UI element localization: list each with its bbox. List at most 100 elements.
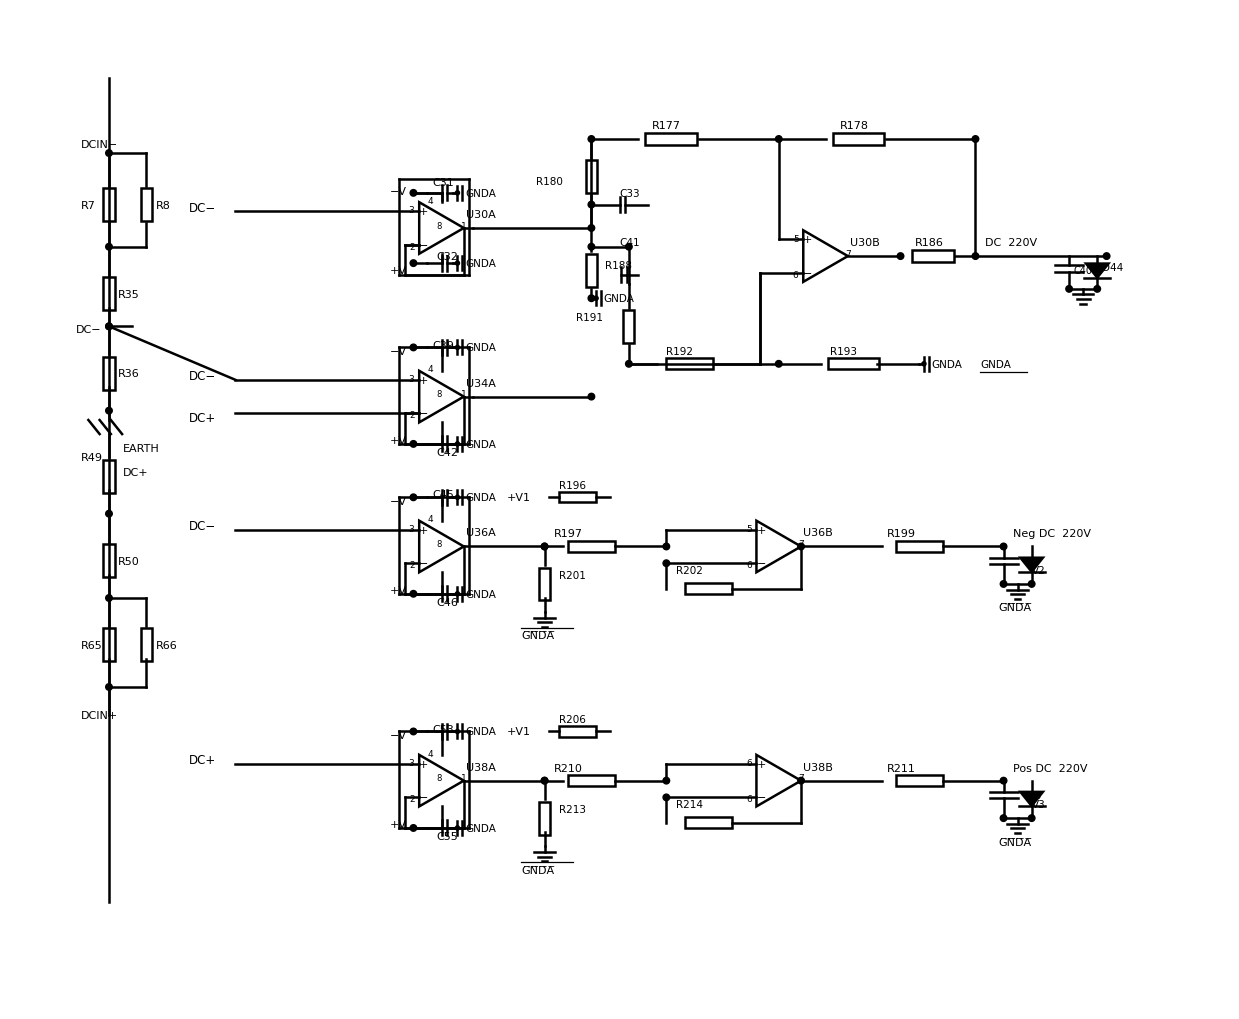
Circle shape [1000, 544, 1007, 550]
Text: U30B: U30B [850, 237, 880, 248]
Circle shape [410, 729, 416, 735]
Text: 6: 6 [746, 795, 752, 803]
Text: 8: 8 [437, 773, 442, 783]
Text: 1: 1 [461, 221, 467, 230]
Text: 6: 6 [746, 560, 752, 570]
Text: 5: 5 [793, 234, 799, 244]
Text: C45: C45 [432, 490, 453, 500]
Circle shape [776, 137, 782, 143]
Text: 2: 2 [409, 560, 415, 570]
Text: GNDA: GNDA [465, 189, 496, 199]
Text: C46: C46 [437, 597, 458, 607]
Text: U38A: U38A [466, 762, 496, 771]
Text: −: − [803, 269, 813, 278]
Text: 6: 6 [793, 270, 799, 279]
Text: R66: R66 [156, 640, 177, 650]
Text: R197: R197 [554, 529, 582, 539]
Text: +V: +V [390, 436, 406, 445]
Circle shape [1000, 815, 1007, 821]
Text: −: − [419, 793, 429, 803]
Bar [646, 135, 696, 146]
Circle shape [456, 826, 460, 830]
Text: GNDA: GNDA [603, 293, 634, 304]
Bar [828, 359, 880, 370]
Text: R35: R35 [119, 289, 140, 300]
Text: +: + [757, 759, 766, 769]
Circle shape [589, 225, 595, 232]
Text: 1: 1 [461, 773, 467, 783]
Bar [685, 817, 732, 828]
Text: GNDA: GNDA [465, 343, 496, 353]
Circle shape [1094, 286, 1100, 292]
Bar [586, 161, 597, 194]
Text: G̅N̅D̅A̅: G̅N̅D̅A̅ [999, 603, 1032, 612]
Text: DC−: DC− [188, 520, 216, 533]
Text: R199: R199 [886, 529, 916, 539]
Text: R202: R202 [675, 566, 703, 576]
Bar [559, 727, 596, 737]
Circle shape [541, 777, 548, 785]
Text: GNDA: GNDA [932, 360, 963, 370]
Text: U34A: U34A [466, 378, 496, 388]
Circle shape [541, 544, 548, 550]
Text: R8: R8 [156, 201, 171, 210]
Circle shape [105, 324, 113, 330]
Text: 7: 7 [798, 773, 804, 783]
Text: R186: R186 [914, 237, 943, 248]
Text: DC−: DC− [188, 370, 216, 383]
Text: DC−: DC− [76, 325, 102, 335]
Text: 3: 3 [409, 206, 415, 215]
Circle shape [973, 254, 979, 260]
Text: 3: 3 [409, 525, 415, 533]
Text: −V: −V [390, 496, 406, 506]
Text: Neg DC  220V: Neg DC 220V [1014, 529, 1090, 539]
Text: R178: R178 [840, 121, 869, 130]
Text: 4: 4 [427, 197, 434, 206]
Text: C47: C47 [1022, 556, 1042, 566]
Bar [567, 541, 615, 552]
Text: V2: V2 [1032, 566, 1046, 576]
Circle shape [663, 560, 669, 567]
Circle shape [456, 592, 460, 596]
Text: +: + [419, 207, 429, 217]
Text: U30A: U30A [466, 210, 496, 220]
Circle shape [410, 441, 416, 447]
Text: Pos DC  220V: Pos DC 220V [1014, 763, 1088, 772]
Circle shape [663, 795, 669, 801]
Text: 3: 3 [409, 758, 415, 767]
Text: R191: R191 [576, 313, 602, 323]
Text: R7: R7 [81, 201, 95, 210]
Circle shape [897, 254, 903, 260]
Circle shape [105, 324, 113, 330]
Text: C32: C32 [437, 252, 458, 261]
Text: 2: 2 [409, 411, 415, 420]
Bar [103, 629, 114, 661]
Bar [539, 568, 550, 601]
Text: 5: 5 [746, 525, 752, 533]
Text: C53: C53 [432, 723, 453, 734]
Text: GNDA: GNDA [465, 493, 496, 502]
Circle shape [1000, 777, 1007, 785]
Circle shape [105, 151, 113, 157]
Bar [912, 252, 954, 263]
Bar [103, 544, 114, 578]
Circle shape [105, 511, 113, 518]
Bar [103, 358, 114, 390]
Text: C56: C56 [1022, 790, 1042, 800]
Circle shape [663, 544, 669, 550]
Text: GNDA: GNDA [465, 823, 496, 834]
Circle shape [456, 496, 460, 500]
Circle shape [541, 777, 548, 785]
Circle shape [593, 297, 598, 301]
Text: +V1: +V1 [507, 493, 532, 502]
Text: R206: R206 [559, 714, 586, 725]
Text: GNDA: GNDA [465, 727, 496, 737]
Text: R213: R213 [559, 804, 586, 814]
Text: R49: R49 [81, 453, 103, 463]
Bar [559, 492, 596, 503]
Text: R36: R36 [119, 369, 140, 379]
Bar [896, 775, 943, 787]
Text: −V: −V [390, 186, 406, 197]
Bar [103, 461, 114, 493]
Circle shape [105, 595, 113, 601]
